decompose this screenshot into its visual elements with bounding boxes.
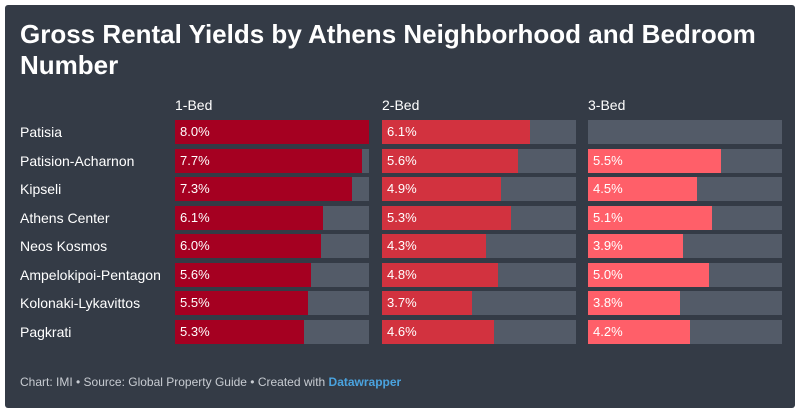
column-header-1: 1-Bed bbox=[175, 97, 213, 113]
bar-track: 4.2% bbox=[588, 320, 782, 344]
row-label: Neos Kosmos bbox=[20, 238, 108, 254]
bar-track: 7.7% bbox=[175, 149, 369, 173]
bar-track: 5.3% bbox=[382, 206, 576, 230]
bar bbox=[175, 320, 304, 344]
column-header-2: 2-Bed bbox=[382, 97, 420, 113]
footer-source: Chart: IMI • Source: Global Property Gui… bbox=[20, 375, 329, 389]
bar-track: 3.9% bbox=[588, 234, 782, 258]
bar-track: 5.5% bbox=[588, 149, 782, 173]
chart-title: Gross Rental Yields by Athens Neighborho… bbox=[20, 19, 756, 80]
bar-track: 4.9% bbox=[382, 177, 576, 201]
bar bbox=[382, 234, 487, 258]
bar-value-label: 5.5% bbox=[180, 295, 210, 310]
row-label: Patision-Acharnon bbox=[20, 153, 135, 169]
bar bbox=[588, 234, 683, 258]
bar-track: 6.1% bbox=[382, 120, 576, 144]
bar-value-label: 4.3% bbox=[387, 238, 417, 253]
bar-value-label: 4.2% bbox=[593, 324, 623, 339]
bar-value-label: 3.7% bbox=[387, 295, 417, 310]
datawrapper-link[interactable]: Datawrapper bbox=[328, 375, 402, 389]
bar bbox=[588, 320, 690, 344]
bar bbox=[175, 206, 323, 230]
bar bbox=[382, 177, 501, 201]
bar-value-label: 5.0% bbox=[593, 267, 623, 282]
bar-track: 3.8% bbox=[588, 291, 782, 315]
bar-value-label: 4.6% bbox=[387, 324, 417, 339]
bar bbox=[382, 149, 518, 173]
bar-track: 4.8% bbox=[382, 263, 576, 287]
bar bbox=[588, 291, 681, 315]
bar-value-label: 3.8% bbox=[593, 295, 623, 310]
bar-track: 5.6% bbox=[382, 149, 576, 173]
bar-track: 5.5% bbox=[175, 291, 369, 315]
bar-track: 6.0% bbox=[175, 234, 369, 258]
bar bbox=[382, 206, 511, 230]
row-label: Athens Center bbox=[20, 210, 110, 226]
bar bbox=[588, 206, 712, 230]
bar-value-label: 4.9% bbox=[387, 181, 417, 196]
bar-track: 5.3% bbox=[175, 320, 369, 344]
bar bbox=[175, 291, 309, 315]
chart-frame: Gross Rental Yields by Athens Neighborho… bbox=[5, 5, 795, 408]
row-label: Patisia bbox=[20, 124, 63, 140]
bar-value-label: 4.8% bbox=[387, 267, 417, 282]
bar-track: 4.6% bbox=[382, 320, 576, 344]
bar-track: 3.7% bbox=[382, 291, 576, 315]
bar-value-label: 6.0% bbox=[180, 238, 210, 253]
bar bbox=[175, 177, 353, 201]
bar-value-label: 5.3% bbox=[387, 210, 417, 225]
bar-value-label: 5.3% bbox=[180, 324, 210, 339]
row-label: Pagkrati bbox=[20, 324, 72, 340]
bar-track: 4.5% bbox=[588, 177, 782, 201]
bar bbox=[588, 263, 710, 287]
row-label: Kipseli bbox=[20, 181, 62, 197]
bar-value-label: 8.0% bbox=[180, 124, 210, 139]
bar-track: 5.6% bbox=[175, 263, 369, 287]
bar-value-label: 5.6% bbox=[180, 267, 210, 282]
bar bbox=[175, 234, 321, 258]
bar bbox=[382, 291, 472, 315]
bar bbox=[382, 263, 499, 287]
bar-track: 5.1% bbox=[588, 206, 782, 230]
bar-track: 5.0% bbox=[588, 263, 782, 287]
bar-value-label: 5.1% bbox=[593, 210, 623, 225]
bar bbox=[175, 120, 369, 144]
chart-footer: Chart: IMI • Source: Global Property Gui… bbox=[20, 375, 401, 389]
bar-value-label: 7.3% bbox=[180, 181, 210, 196]
bar bbox=[382, 120, 530, 144]
bar-value-label: 4.5% bbox=[593, 181, 623, 196]
bar-track: 4.3% bbox=[382, 234, 576, 258]
bar-track: 8.0% bbox=[175, 120, 369, 144]
bar-value-label: 3.9% bbox=[593, 238, 623, 253]
row-label: Ampelokipoi-Pentagon bbox=[20, 267, 161, 283]
bar-value-label: 7.7% bbox=[180, 153, 210, 168]
bar bbox=[588, 149, 722, 173]
bar bbox=[175, 263, 311, 287]
bar-value-label: 5.5% bbox=[593, 153, 623, 168]
bar-track: 6.1% bbox=[175, 206, 369, 230]
column-header-3: 3-Bed bbox=[588, 97, 626, 113]
bar bbox=[588, 177, 698, 201]
row-label: Kolonaki-Lykavittos bbox=[20, 295, 141, 311]
bar-track bbox=[588, 120, 782, 144]
bar-value-label: 6.1% bbox=[387, 124, 417, 139]
bar-value-label: 6.1% bbox=[180, 210, 210, 225]
bar-track: 7.3% bbox=[175, 177, 369, 201]
bar-value-label: 5.6% bbox=[387, 153, 417, 168]
bar bbox=[175, 149, 362, 173]
bar bbox=[382, 320, 494, 344]
